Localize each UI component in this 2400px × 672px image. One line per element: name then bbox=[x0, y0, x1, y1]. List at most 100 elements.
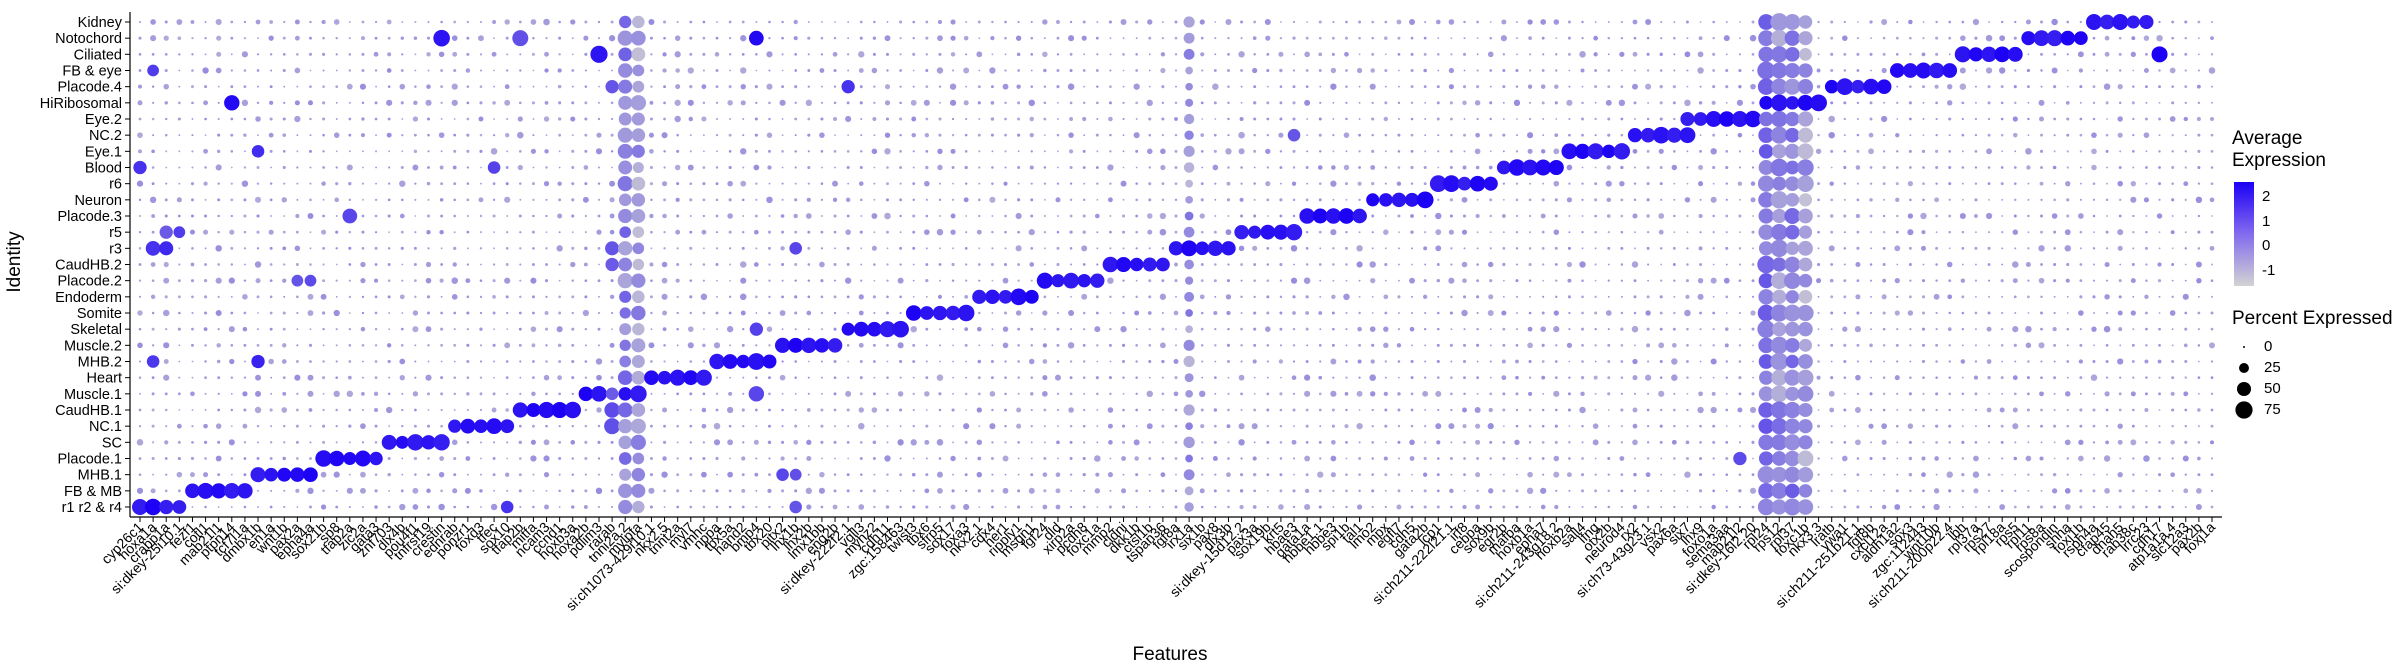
dot bbox=[387, 36, 391, 40]
dot bbox=[1292, 311, 1296, 315]
dot bbox=[1948, 134, 1951, 137]
dot bbox=[1042, 504, 1048, 510]
dot bbox=[1383, 116, 1389, 122]
dot bbox=[1435, 423, 1442, 430]
dot bbox=[1122, 424, 1126, 428]
dot bbox=[1227, 263, 1230, 266]
dot bbox=[159, 241, 174, 256]
dot bbox=[1568, 85, 1571, 88]
dot bbox=[570, 116, 576, 122]
dot bbox=[604, 418, 621, 435]
dot bbox=[1935, 117, 1938, 121]
dot bbox=[1002, 342, 1009, 349]
dot bbox=[294, 115, 301, 123]
dot bbox=[1397, 392, 1401, 396]
dot bbox=[1758, 127, 1774, 143]
dot bbox=[938, 198, 942, 202]
dot bbox=[230, 198, 234, 202]
dot bbox=[2210, 327, 2214, 331]
dot bbox=[2092, 101, 2096, 104]
dot bbox=[386, 406, 393, 414]
dot bbox=[1174, 457, 1178, 460]
dot bbox=[781, 53, 784, 56]
dot bbox=[1476, 85, 1480, 89]
dot bbox=[466, 441, 470, 444]
dot bbox=[1183, 404, 1195, 416]
dot bbox=[2196, 116, 2201, 122]
dot bbox=[2001, 150, 2004, 153]
dot bbox=[608, 35, 616, 42]
dot bbox=[2210, 182, 2214, 186]
dot bbox=[440, 295, 443, 298]
dot bbox=[1948, 247, 1951, 250]
dot bbox=[689, 134, 692, 137]
dot bbox=[1607, 440, 1611, 444]
dot bbox=[2184, 506, 2187, 508]
dot bbox=[1450, 473, 1453, 476]
dot bbox=[663, 440, 667, 444]
dot bbox=[597, 246, 601, 250]
dot bbox=[1620, 295, 1623, 298]
dot bbox=[1476, 247, 1479, 250]
dot bbox=[1159, 342, 1166, 349]
dot bbox=[1199, 390, 1206, 398]
dot bbox=[925, 505, 929, 509]
dot bbox=[2001, 215, 2004, 217]
dot bbox=[2014, 182, 2017, 185]
dot bbox=[545, 263, 548, 266]
dot bbox=[1733, 451, 1747, 466]
dot bbox=[1987, 166, 1991, 169]
dot bbox=[1214, 505, 1217, 509]
dot bbox=[1816, 84, 1821, 89]
dot bbox=[164, 133, 168, 137]
dot bbox=[938, 52, 942, 56]
dot bbox=[976, 229, 982, 235]
dot bbox=[1184, 211, 1194, 221]
dot bbox=[1566, 342, 1573, 348]
dot bbox=[766, 51, 773, 58]
dot bbox=[610, 101, 614, 105]
dot bbox=[374, 376, 378, 380]
dot bbox=[243, 133, 247, 137]
dot bbox=[965, 457, 968, 460]
dot bbox=[1279, 36, 1283, 40]
dot bbox=[1292, 20, 1296, 24]
dot bbox=[348, 181, 352, 186]
dot bbox=[1535, 159, 1552, 176]
dot bbox=[2132, 230, 2135, 234]
dot bbox=[1935, 149, 1939, 153]
dot bbox=[465, 456, 471, 461]
dot bbox=[440, 101, 443, 105]
dot bbox=[1457, 176, 1472, 191]
dot bbox=[1422, 390, 1429, 397]
dot bbox=[1974, 85, 1977, 88]
dot bbox=[1082, 456, 1086, 461]
dot bbox=[1948, 489, 1952, 493]
dot bbox=[374, 231, 378, 234]
dot bbox=[2171, 408, 2175, 412]
dot bbox=[1015, 212, 1022, 220]
dot bbox=[1095, 36, 1099, 40]
dot bbox=[453, 505, 457, 509]
dot bbox=[886, 230, 889, 234]
dot bbox=[742, 118, 745, 120]
dot bbox=[1947, 83, 1953, 90]
dot bbox=[632, 323, 645, 336]
dot bbox=[1502, 441, 1506, 444]
dot bbox=[630, 95, 647, 111]
dot bbox=[152, 134, 155, 137]
dot bbox=[401, 312, 404, 314]
dot bbox=[1069, 117, 1074, 121]
dot bbox=[204, 198, 207, 201]
dot bbox=[807, 133, 811, 137]
dot bbox=[1817, 344, 1820, 347]
dot bbox=[1345, 457, 1348, 460]
dot bbox=[912, 166, 915, 169]
dot bbox=[779, 374, 786, 381]
dot bbox=[2158, 150, 2161, 153]
dot bbox=[2145, 166, 2148, 169]
dot bbox=[2131, 360, 2135, 363]
dot bbox=[282, 456, 287, 461]
dot bbox=[871, 407, 878, 413]
dot bbox=[322, 133, 325, 137]
